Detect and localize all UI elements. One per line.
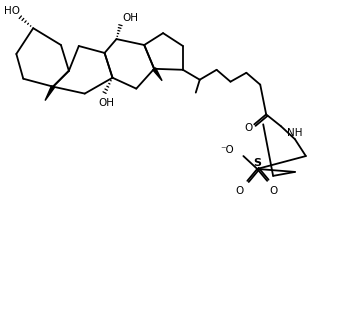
Text: OH: OH (98, 98, 115, 108)
Text: O: O (244, 123, 252, 133)
Polygon shape (153, 68, 162, 81)
Polygon shape (45, 86, 54, 100)
Text: O: O (235, 186, 244, 196)
Text: OH: OH (122, 13, 139, 23)
Text: ⁻O: ⁻O (221, 145, 234, 155)
Text: S: S (253, 158, 261, 168)
Text: HO: HO (4, 6, 21, 16)
Text: O: O (269, 186, 277, 196)
Text: NH: NH (287, 128, 302, 138)
